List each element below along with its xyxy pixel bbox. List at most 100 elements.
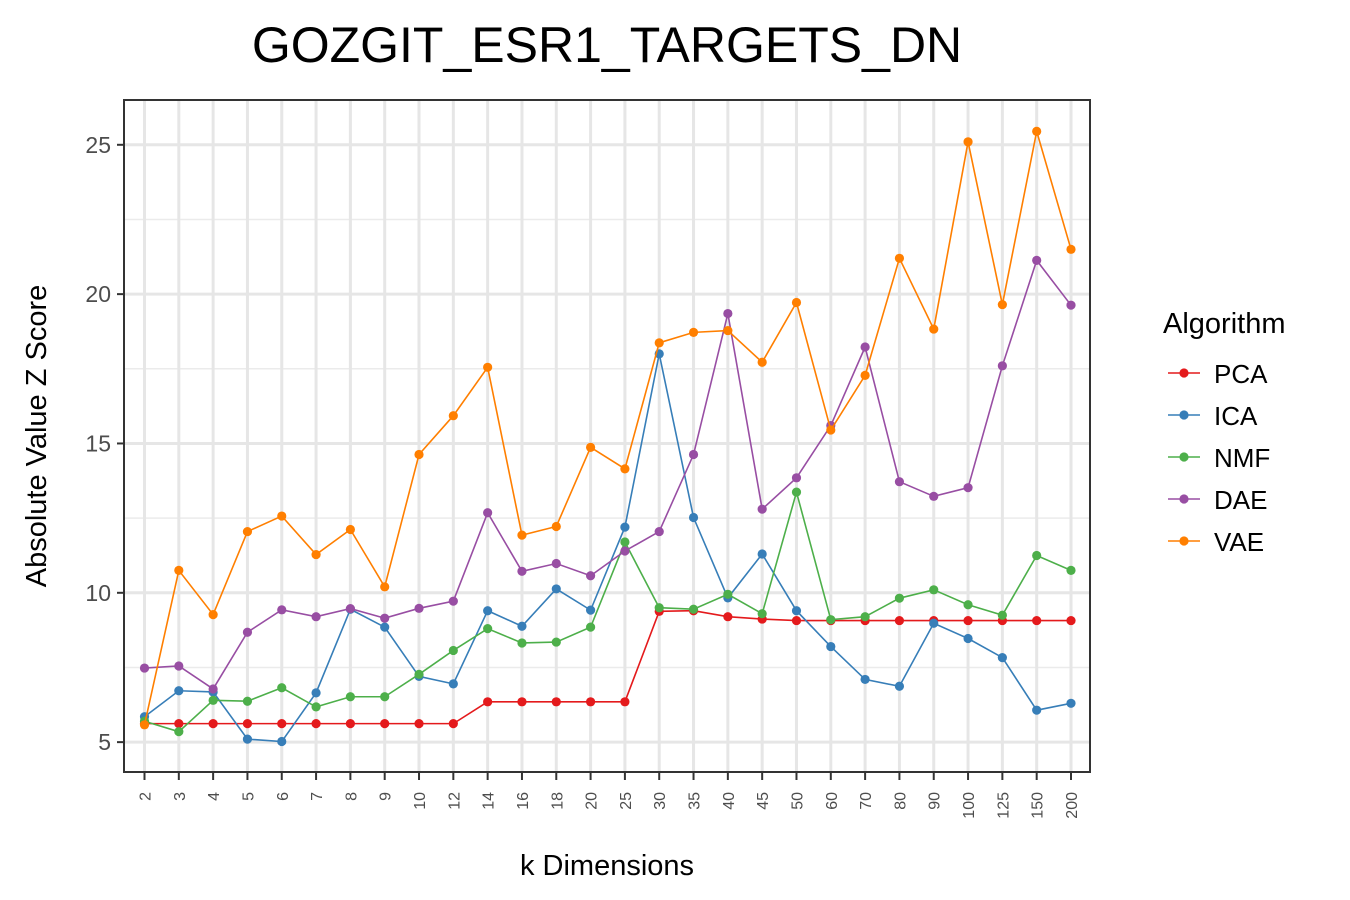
- data-point-pca: [414, 719, 424, 729]
- data-point-vae: [448, 411, 458, 421]
- data-point-vae: [517, 530, 527, 540]
- y-tick-label: 5: [98, 729, 111, 755]
- x-tick-label: 5: [240, 792, 257, 801]
- data-point-vae: [345, 524, 355, 535]
- series-line-ica: [144, 353, 1072, 743]
- data-point-pca: [277, 719, 287, 729]
- data-point-pca: [791, 615, 802, 626]
- y-tick-label: 20: [85, 281, 111, 307]
- data-point-ica: [585, 605, 596, 615]
- series-line-dae: [144, 258, 1072, 691]
- data-point-nmf: [208, 695, 218, 705]
- data-point-nmf: [860, 612, 870, 622]
- x-tick-label: 12: [446, 792, 463, 810]
- x-tick-label: 90: [927, 792, 944, 810]
- data-point-pca: [208, 719, 218, 729]
- y-tick-label: 25: [85, 132, 111, 158]
- data-point-dae: [585, 571, 596, 581]
- legend-label-nmf: NMF: [1214, 443, 1270, 473]
- x-tick-label: 16: [515, 792, 532, 810]
- data-point-vae: [654, 338, 664, 348]
- x-tick-label: 25: [618, 792, 635, 810]
- data-point-ica: [997, 653, 1007, 663]
- x-tick-label: 20: [584, 792, 601, 810]
- data-point-ica: [688, 512, 699, 523]
- data-point-ica: [380, 622, 390, 632]
- data-point-dae: [414, 603, 424, 613]
- data-point-dae: [448, 596, 458, 606]
- x-tick-label: 7: [309, 792, 326, 801]
- data-point-ica: [860, 674, 870, 685]
- data-point-nmf: [483, 624, 493, 634]
- x-tick-label: 60: [824, 792, 841, 810]
- y-tick-label: 10: [85, 580, 111, 606]
- x-tick-label: 3: [172, 792, 189, 801]
- data-point-ica: [791, 606, 802, 616]
- x-tick-label: 70: [858, 792, 875, 810]
- data-point-dae: [139, 663, 150, 673]
- data-point-ica: [311, 688, 321, 698]
- data-point-vae: [997, 299, 1007, 310]
- panel-border: [123, 99, 1091, 773]
- legend-point-dae: [1179, 494, 1189, 504]
- y-tick-label: 15: [85, 430, 111, 456]
- data-point-dae: [757, 504, 767, 514]
- data-point-vae: [174, 565, 184, 576]
- data-point-ica: [963, 633, 973, 644]
- x-tick-label: 30: [652, 792, 669, 810]
- x-axis: 2 3 4 5 6 7 8 9 10 12 14 16 18 20 25 30 35 40 45 50 60 70 80 90…: [138, 772, 1081, 819]
- data-point-vae: [585, 442, 596, 452]
- legend-label-vae: VAE: [1214, 527, 1264, 557]
- data-point-pca: [1066, 615, 1076, 626]
- x-tick-label: 50: [789, 792, 806, 810]
- data-point-ica: [242, 734, 253, 744]
- x-tick-label: 14: [481, 792, 498, 810]
- data-point-ica: [757, 549, 767, 559]
- data-point-vae: [311, 549, 321, 560]
- data-point-ica: [551, 584, 561, 594]
- series-line-pca: [144, 609, 1071, 725]
- data-point-pca: [620, 697, 630, 707]
- data-point-dae: [654, 526, 664, 537]
- data-point-nmf: [345, 692, 355, 702]
- x-tick-label: 200: [1064, 792, 1081, 819]
- data-point-dae: [997, 361, 1007, 371]
- data-point-dae: [311, 612, 321, 622]
- data-point-dae: [929, 491, 939, 501]
- data-point-dae: [517, 566, 527, 576]
- chart-title: GOZGIT_ESR1_TARGETS_DN: [252, 17, 962, 73]
- data-point-ica: [174, 686, 184, 696]
- data-point-dae: [963, 483, 973, 493]
- data-point-dae: [860, 342, 870, 352]
- data-point-dae: [894, 477, 905, 487]
- x-tick-label: 40: [721, 792, 738, 810]
- data-point-ica: [1066, 698, 1076, 708]
- data-point-nmf: [654, 603, 664, 613]
- data-point-nmf: [894, 593, 905, 603]
- series-vae: [139, 126, 1076, 730]
- data-point-ica: [826, 641, 836, 652]
- data-point-vae: [860, 370, 870, 380]
- legend-point-ica: [1179, 410, 1189, 420]
- x-tick-label: 100: [961, 792, 978, 819]
- data-point-nmf: [791, 487, 802, 497]
- data-point-dae: [723, 308, 733, 319]
- data-point-dae: [242, 627, 253, 637]
- data-point-dae: [380, 613, 390, 623]
- data-point-vae: [723, 325, 733, 336]
- data-point-pca: [174, 719, 184, 729]
- plot-area: [123, 99, 1091, 773]
- x-tick-label: 6: [275, 792, 292, 801]
- data-point-vae: [963, 137, 973, 147]
- data-point-nmf: [380, 692, 390, 702]
- data-point-dae: [483, 508, 493, 518]
- data-point-ica: [517, 621, 527, 631]
- legend-point-vae: [1179, 536, 1189, 546]
- data-point-vae: [414, 449, 424, 460]
- data-point-pca: [585, 697, 596, 707]
- data-point-pca: [963, 615, 973, 626]
- series-ica: [139, 349, 1076, 747]
- legend-point-nmf: [1179, 452, 1189, 462]
- data-point-dae: [1066, 300, 1076, 310]
